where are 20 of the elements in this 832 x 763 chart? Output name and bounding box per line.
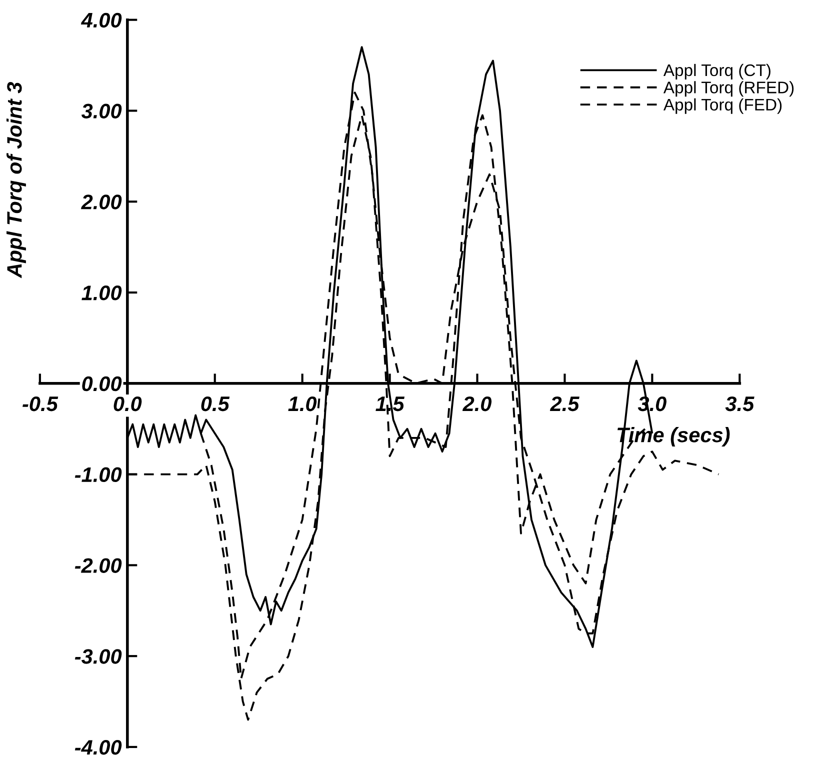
y-tick-label: 0.00 (82, 376, 122, 392)
x-tick-label: -0.5 (22, 396, 58, 412)
y-tick-label: -2.00 (74, 558, 122, 573)
legend-label: Appl Torq (RFED) (663, 81, 794, 97)
y-tick-label: 2.00 (80, 194, 122, 210)
y-tick-label: -3.00 (74, 649, 122, 664)
y-tick-label: 3.00 (81, 104, 122, 118)
x-tick-label: 2.5 (550, 396, 580, 412)
x-tick-label: 2.0 (462, 396, 492, 412)
x-tick-label: 1.0 (288, 396, 317, 412)
y-tick-label: -4.00 (74, 740, 122, 755)
y-tick-label: 1.00 (82, 286, 122, 300)
y-tick-label: -1.00 (74, 467, 122, 482)
y-axis-title: Appl Torq of Joint 3 (6, 82, 26, 278)
legend-label: Appl Torq (CT) (663, 64, 770, 80)
x-tick-label: 0.5 (201, 396, 230, 412)
x-tick-label: 3.5 (725, 396, 754, 412)
x-tick-label: 0.0 (114, 396, 142, 412)
legend-label: Appl Torq (FED) (663, 98, 782, 114)
y-tick-label: 4.00 (80, 12, 122, 28)
